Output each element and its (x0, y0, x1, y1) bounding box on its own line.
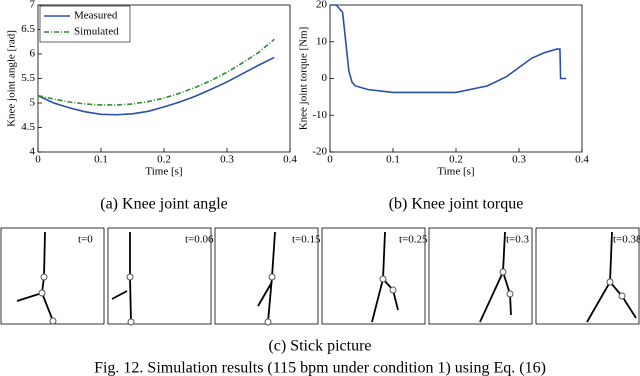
x-tick-label: 0.3 (220, 154, 234, 166)
legend-box (39, 5, 131, 43)
stick-time-label: t=0 (78, 234, 93, 246)
stick-limb (586, 231, 613, 323)
data-line (37, 38, 275, 106)
figure-caption: Fig. 12. Simulation results (115 bpm und… (94, 360, 546, 376)
stick-time-label: t=0.3 (506, 234, 530, 246)
y-axis-label: Knee joint torque [Nm] (298, 27, 310, 131)
y-tick-label: 4.5 (21, 121, 35, 133)
stick-frame (321, 227, 426, 325)
stick-joint (264, 318, 272, 326)
data-line (37, 56, 275, 116)
y-tick-label: 5 (30, 97, 36, 109)
stick-time-label: t=0.25 (399, 234, 428, 246)
stick-time-label: t=0.15 (292, 234, 321, 246)
x-tick-label: 0.1 (94, 154, 108, 166)
y-tick-label: 4 (30, 146, 36, 158)
stick-joint (268, 273, 276, 281)
stick-joint (38, 289, 46, 297)
stick-caption: (c) Stick picture (268, 338, 371, 355)
stick-joint (499, 268, 507, 276)
stick-frame (428, 227, 533, 325)
legend-label: Simulated (74, 26, 119, 38)
stick-joint (506, 290, 514, 298)
x-tick-label: 0.3 (512, 154, 526, 166)
y-tick-label: 0 (322, 72, 328, 84)
stick-frame (535, 227, 640, 325)
stick-limb (41, 231, 54, 322)
y-tick-label: 20 (316, 0, 328, 11)
x-tick-label: 0 (35, 154, 41, 166)
stick-time-label: t=0.06 (185, 234, 214, 246)
y-tick-label: 5.5 (21, 72, 35, 84)
y-tick-label: 7 (30, 0, 36, 11)
x-axis-label: Time [s] (145, 166, 182, 178)
x-tick-label: 0.2 (157, 154, 171, 166)
stick-limb (609, 281, 637, 319)
stick-joint (49, 317, 57, 325)
stick-time-label: t=0.38 (613, 234, 640, 246)
stick-joint (127, 318, 135, 326)
stick-limb (257, 281, 273, 307)
legend-label: Measured (74, 10, 118, 22)
y-tick-label: -20 (312, 146, 327, 158)
stick-limb (16, 292, 43, 302)
stick-joint (606, 278, 614, 286)
x-tick-label: 0.4 (283, 154, 297, 166)
x-tick-label: 0 (327, 154, 333, 166)
stick-joint (618, 292, 626, 300)
y-tick-label: 6 (30, 48, 36, 60)
x-tick-label: 0.4 (575, 154, 589, 166)
y-tick-label: 10 (316, 35, 328, 47)
y-tick-label: -10 (312, 109, 327, 121)
x-tick-label: 0.2 (449, 154, 463, 166)
plot-frame (329, 4, 583, 153)
y-axis-label: Knee joint angle [rad] (6, 30, 18, 127)
x-axis-label: Time [s] (437, 166, 474, 178)
chart-caption: (b) Knee joint torque (389, 196, 524, 213)
stick-limb (111, 290, 128, 300)
stick-frame (107, 227, 212, 325)
stick-joint (40, 273, 48, 281)
chart-caption: (a) Knee joint angle (100, 196, 228, 213)
stick-limb (479, 231, 506, 323)
stick-limb (382, 278, 399, 311)
data-line (330, 4, 567, 94)
stick-joint (379, 275, 387, 283)
y-tick-label: 6.5 (21, 23, 35, 35)
stick-joint (389, 286, 397, 294)
x-tick-label: 0.1 (386, 154, 400, 166)
stick-joint (126, 273, 134, 281)
